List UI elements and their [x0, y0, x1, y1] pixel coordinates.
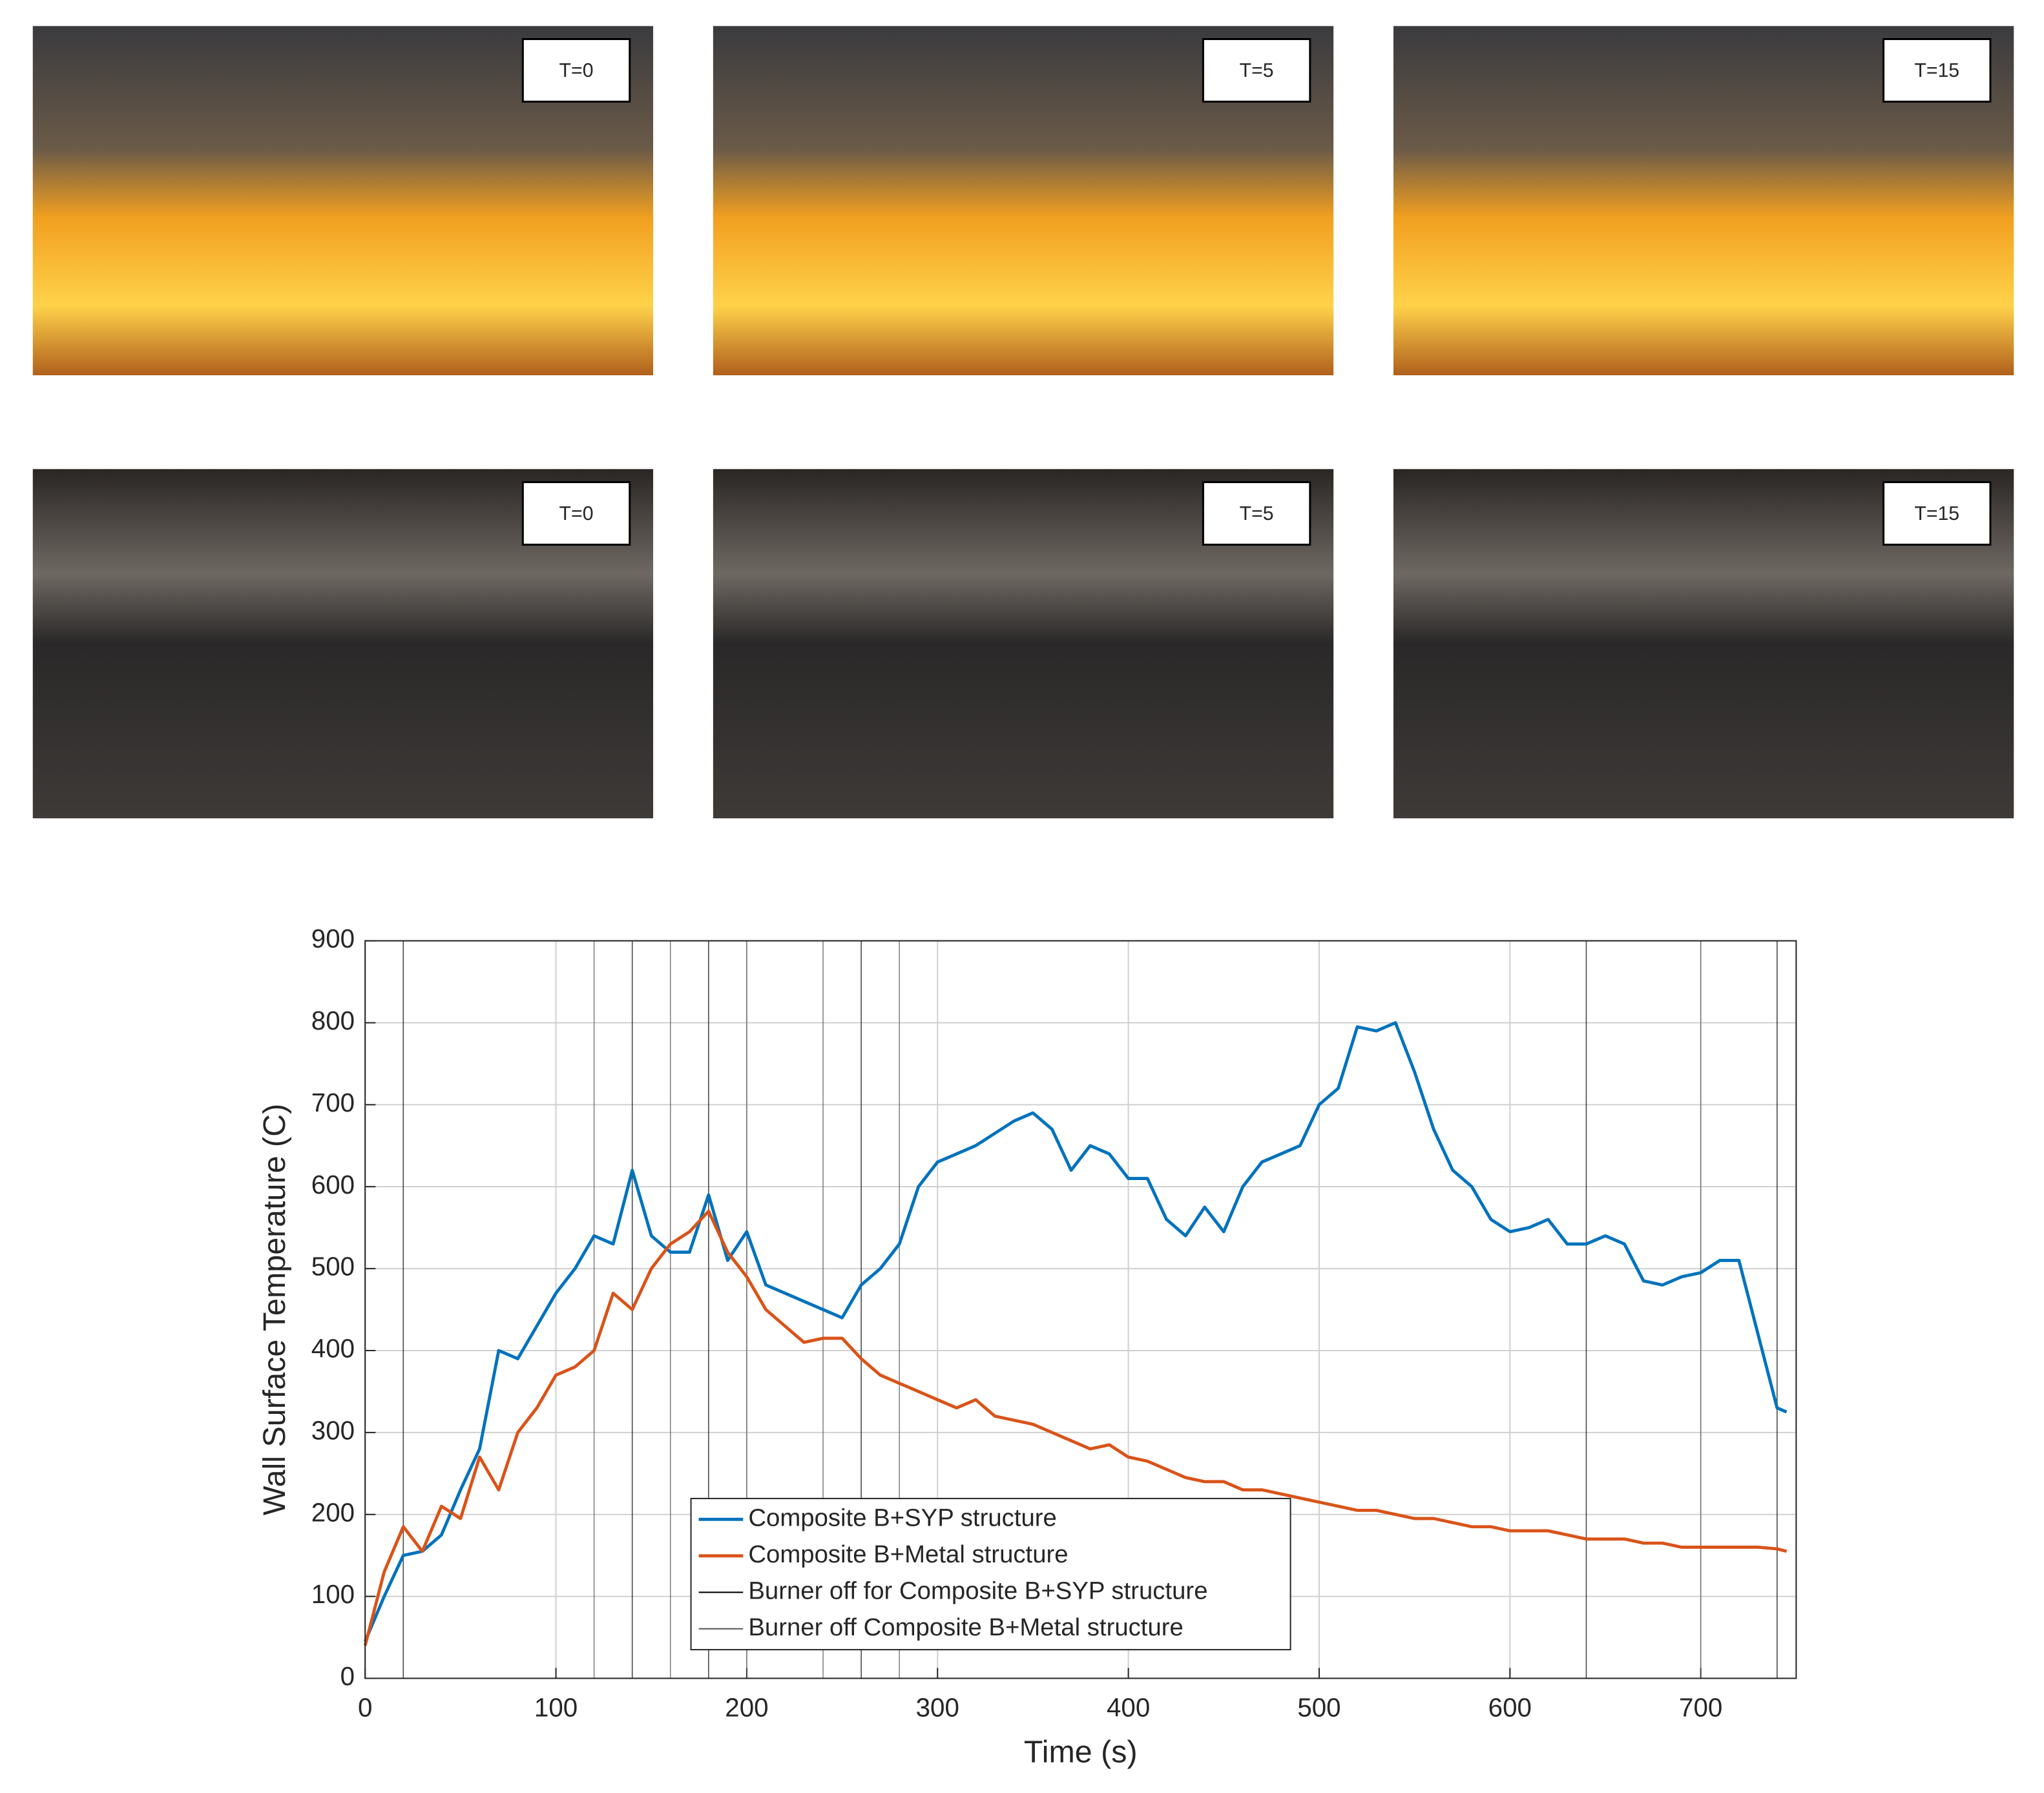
- photo-label: T=5: [1240, 60, 1274, 81]
- legend-label: Composite B+Metal structure: [748, 1540, 1068, 1568]
- y-tick-label: 700: [311, 1088, 355, 1117]
- y-tick-label: 500: [311, 1252, 355, 1281]
- y-tick-label: 100: [311, 1579, 355, 1609]
- legend-label: Composite B+SYP structure: [748, 1504, 1057, 1531]
- legend-box: [690, 1498, 1291, 1651]
- photo-grid: T=0 T=5 T=15 T=0 T=5 T=15: [32, 26, 2014, 818]
- photo-label: T=15: [1914, 60, 1959, 81]
- photo-label-box: [1882, 38, 1992, 103]
- y-tick-label: 300: [311, 1415, 355, 1445]
- photo-label: T=5: [1240, 503, 1274, 524]
- y-tick-label: 600: [311, 1170, 355, 1199]
- y-tick-label: 800: [311, 1006, 355, 1035]
- x-tick-label: 100: [534, 1693, 578, 1723]
- chart: Time (s) Wall Surface Temperature (C) 0 1…: [257, 924, 1797, 1769]
- x-tick-label: 600: [1488, 1693, 1532, 1723]
- x-tick-label: 300: [916, 1693, 959, 1723]
- x-tick-label: 200: [725, 1693, 768, 1723]
- x-tick-label: 700: [1679, 1693, 1722, 1723]
- photo-label: T=15: [1914, 503, 1959, 524]
- plot-frame: [364, 940, 1797, 1679]
- photo-label: T=0: [559, 503, 594, 524]
- photo-label: T=0: [559, 60, 594, 81]
- photo-label-box: [1202, 481, 1311, 546]
- photo-label-box: [1202, 38, 1311, 103]
- y-axis-label: Wall Surface Temperature (C): [257, 1104, 292, 1516]
- y-tick-label: 400: [311, 1334, 355, 1363]
- photo-label-box: [521, 38, 631, 103]
- series-line: [363, 1021, 1788, 1643]
- x-tick-label: 400: [1107, 1693, 1150, 1723]
- series-line: [363, 1209, 1788, 1646]
- y-tick-label: 200: [311, 1497, 355, 1527]
- legend-label: Burner off for Composite B+SYP structure: [748, 1577, 1207, 1604]
- y-tick-label: 900: [311, 924, 355, 953]
- x-axis-label: Time (s): [1024, 1734, 1138, 1769]
- legend-label: Burner off Composite B+Metal structure: [748, 1613, 1184, 1641]
- x-tick-label: 500: [1297, 1693, 1340, 1723]
- y-tick-label: 0: [340, 1661, 355, 1691]
- x-tick-label: 0: [358, 1693, 372, 1723]
- photo-label-box: [1882, 481, 1992, 546]
- photo-label-box: [521, 481, 631, 546]
